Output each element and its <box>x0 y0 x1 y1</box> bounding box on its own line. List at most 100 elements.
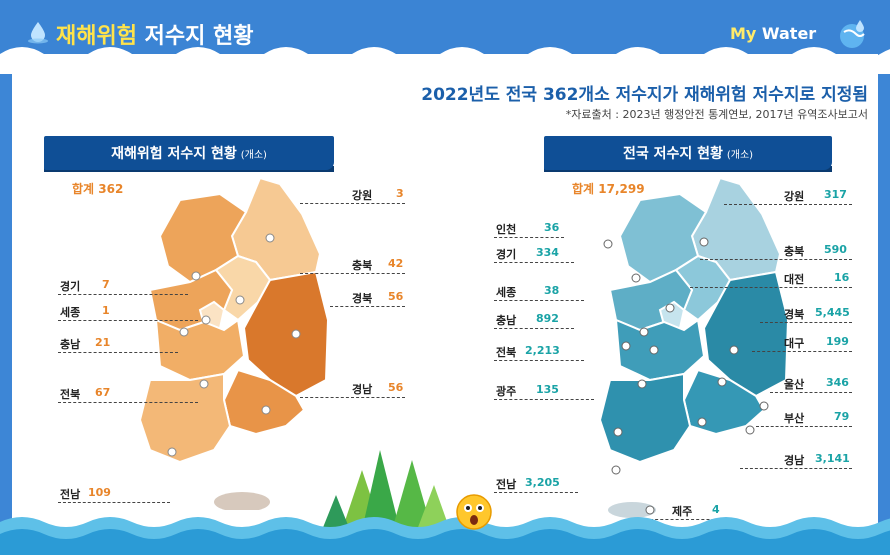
brand-text: My Water <box>730 24 816 43</box>
leader-line <box>494 262 574 263</box>
right-tab-unit: (개소) <box>726 149 754 161</box>
leader-line <box>58 502 170 503</box>
right-value-gyeonggi: 334 <box>536 246 559 259</box>
right-value-daejeon: 16 <box>834 271 850 284</box>
right-label-chungbuk: 충북 <box>784 245 805 258</box>
water-drop-icon <box>28 22 48 44</box>
leader-line <box>494 492 578 493</box>
brand-water: Water <box>761 24 817 43</box>
dot-sejong <box>201 315 211 325</box>
right-label-sejong: 세종 <box>496 286 517 299</box>
left-tab-title: 재해위험 저수지 현황 (개소) <box>44 136 334 170</box>
right-label-chungnam: 충남 <box>496 314 517 327</box>
leader-line <box>740 468 852 469</box>
map-jeonnam <box>598 372 692 464</box>
right-value-ulsan: 346 <box>826 376 849 389</box>
map-jeonnam <box>138 372 232 464</box>
right-korea-map <box>598 176 790 518</box>
brand-globe-icon <box>840 20 865 48</box>
map-jeju <box>608 502 656 518</box>
right-label-gangwon: 강원 <box>784 190 805 203</box>
left-total-value: 362 <box>98 182 124 196</box>
left-korea-map <box>138 176 330 510</box>
source-note: *자료출처 : 2023년 행정안전 통계연보, 2017년 유역조사보고서 <box>565 108 868 121</box>
dot-busan <box>745 425 755 435</box>
left-total-label: 합계 <box>72 182 95 196</box>
dot-gangwon <box>265 233 275 243</box>
dot-gyeonggi <box>631 273 641 283</box>
left-value-sejong: 1 <box>102 304 110 317</box>
left-value-jeonbuk: 67 <box>95 386 111 399</box>
dot-gangwon <box>699 237 709 247</box>
right-value-chungbuk: 590 <box>824 243 847 256</box>
bottom-wave-decoration <box>0 517 890 555</box>
dot-gyeongbuk <box>729 345 739 355</box>
left-label-gangwon: 강원 <box>352 189 373 202</box>
leader-line <box>300 397 405 398</box>
leader-line <box>58 294 188 295</box>
leader-line <box>494 300 584 301</box>
right-value-busan: 79 <box>834 410 850 423</box>
right-label-gyeongnam: 경남 <box>784 454 805 467</box>
left-value-chungbuk: 42 <box>388 257 404 270</box>
dot-gyeongnam <box>261 405 271 415</box>
dot-daegu <box>717 377 727 387</box>
right-value-gwangju: 135 <box>536 383 559 396</box>
dot-chungbuk <box>235 295 245 305</box>
dot-chungnam <box>179 327 189 337</box>
leader-line <box>724 204 852 205</box>
my-water-logo: My Water <box>730 16 870 52</box>
right-tab-title: 전국 저수지 현황 (개소) <box>544 136 832 170</box>
right-label-daegu: 대구 <box>784 337 805 350</box>
brand-my: My <box>730 24 762 43</box>
right-total-value: 17,299 <box>598 182 645 196</box>
left-tab-label: 재해위험 저수지 현황 <box>111 146 237 162</box>
trees-illustration <box>322 450 450 530</box>
left-label-gyeonggi: 경기 <box>60 280 81 293</box>
title-rest: 저수지 현황 <box>136 24 254 49</box>
left-label-chungnam: 충남 <box>60 338 81 351</box>
right-value-chungnam: 892 <box>536 312 559 325</box>
right-value-jeonnam: 3,205 <box>525 476 560 489</box>
right-label-jeonnam: 전남 <box>496 478 517 491</box>
leader-line <box>300 203 405 204</box>
right-value-incheon: 36 <box>544 221 560 234</box>
leader-line <box>300 273 405 274</box>
right-value-gyeongnam: 3,141 <box>815 452 850 465</box>
leader-line <box>58 320 198 321</box>
leader-line <box>752 351 852 352</box>
leader-line <box>690 287 852 288</box>
leader-line <box>700 259 852 260</box>
map-jeonbuk <box>614 318 706 382</box>
left-label-chungbuk: 충북 <box>352 259 373 272</box>
leader-line <box>58 352 178 353</box>
right-value-gyeongbuk: 5,445 <box>815 306 850 319</box>
leader-line <box>770 392 852 393</box>
leader-line <box>330 306 405 307</box>
shocked-face-icon <box>456 494 492 530</box>
dot-jeju <box>645 505 655 515</box>
dot-jeonnam <box>611 465 621 475</box>
map-jeonbuk <box>154 318 246 382</box>
right-label-gyeongbuk: 경북 <box>784 308 805 321</box>
dot-jeonbuk <box>637 379 647 389</box>
right-total-label: 합계 <box>572 182 595 196</box>
left-label-jeonbuk: 전북 <box>60 388 81 401</box>
dot-gyeongbuk <box>291 329 301 339</box>
right-label-jeju: 제주 <box>672 505 693 518</box>
right-label-jeonbuk: 전북 <box>496 346 517 359</box>
dot-gwangju <box>613 427 623 437</box>
page-title: 재해위험 저수지 현황 <box>56 18 254 50</box>
leader-line <box>760 322 852 323</box>
right-label-gyeonggi: 경기 <box>496 248 517 261</box>
top-wave-decoration <box>0 47 890 74</box>
headline: 2022년도 전국 362개소 저수지가 재해위험 저수지로 지정됨 <box>421 85 868 105</box>
dot-chungbuk <box>665 303 675 313</box>
dot-incheon <box>603 239 613 249</box>
left-tab-unit: (개소) <box>240 149 267 161</box>
right-label-daejeon: 대전 <box>784 273 805 286</box>
left-value-gyeongnam: 56 <box>388 381 404 394</box>
left-value-chungnam: 21 <box>95 336 111 349</box>
dot-gyeonggi <box>191 271 201 281</box>
